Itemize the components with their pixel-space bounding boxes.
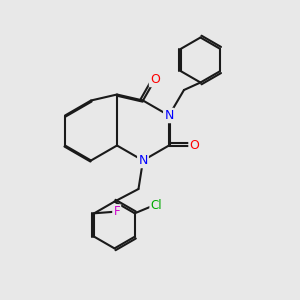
Text: N: N: [138, 154, 148, 167]
Text: O: O: [190, 139, 200, 152]
Text: F: F: [113, 205, 120, 218]
Text: O: O: [150, 73, 160, 86]
Text: N: N: [164, 109, 174, 122]
Text: Cl: Cl: [151, 199, 162, 212]
